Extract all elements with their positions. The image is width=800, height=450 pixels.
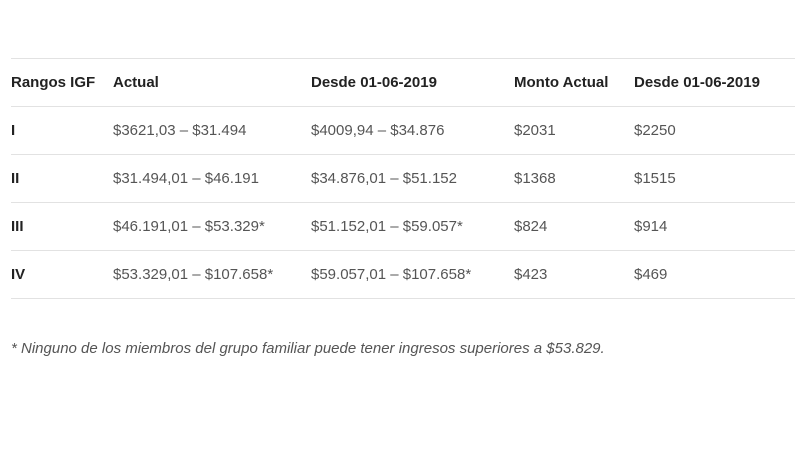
actual-amount: $824 [514, 202, 634, 251]
new-amount: $1515 [634, 154, 795, 203]
table-row: I $3621,03 – $31.494 $4009,94 – $34.876 … [11, 106, 795, 155]
actual-range: $3621,03 – $31.494 [113, 106, 311, 155]
igf-table-container: Rangos IGF Actual Desde 01-06-2019 Monto… [11, 58, 795, 299]
range-label: I [11, 106, 113, 155]
new-amount: $469 [634, 250, 795, 299]
table-row: II $31.494,01 – $46.191 $34.876,01 – $51… [11, 154, 795, 203]
actual-range: $53.329,01 – $107.658* [113, 250, 311, 299]
table-row: III $46.191,01 – $53.329* $51.152,01 – $… [11, 202, 795, 251]
new-amount: $914 [634, 202, 795, 251]
range-label: III [11, 202, 113, 251]
new-range: $34.876,01 – $51.152 [311, 154, 514, 203]
header-desde-range: Desde 01-06-2019 [311, 58, 514, 107]
header-monto-actual: Monto Actual [514, 58, 634, 107]
new-range: $51.152,01 – $59.057* [311, 202, 514, 251]
new-amount: $2250 [634, 106, 795, 155]
table-row: IV $53.329,01 – $107.658* $59.057,01 – $… [11, 250, 795, 299]
range-label: II [11, 154, 113, 203]
actual-amount: $2031 [514, 106, 634, 155]
range-label: IV [11, 250, 113, 299]
new-range: $4009,94 – $34.876 [311, 106, 514, 155]
actual-range: $31.494,01 – $46.191 [113, 154, 311, 203]
header-desde-monto: Desde 01-06-2019 [634, 58, 795, 107]
header-actual: Actual [113, 58, 311, 107]
actual-range: $46.191,01 – $53.329* [113, 202, 311, 251]
actual-amount: $423 [514, 250, 634, 299]
footnote: * Ninguno de los miembros del grupo fami… [11, 340, 605, 357]
header-rangos-igf: Rangos IGF [11, 58, 113, 107]
table-header-row: Rangos IGF Actual Desde 01-06-2019 Monto… [11, 58, 795, 107]
actual-amount: $1368 [514, 154, 634, 203]
new-range: $59.057,01 – $107.658* [311, 250, 514, 299]
igf-table: Rangos IGF Actual Desde 01-06-2019 Monto… [11, 58, 795, 299]
